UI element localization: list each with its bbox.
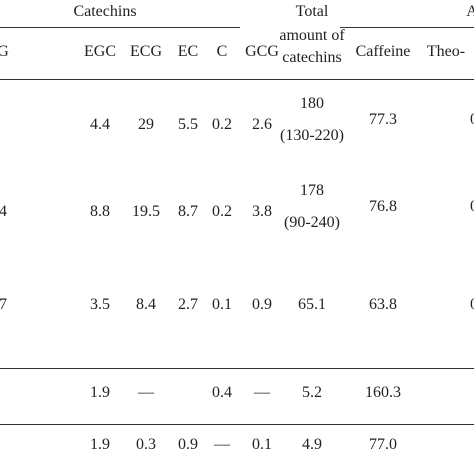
group-header: A: [466, 3, 474, 20]
cell: 0: [470, 296, 474, 313]
cell: 0.9: [252, 296, 272, 313]
cell: 0.4: [212, 384, 232, 401]
cell: 4: [0, 203, 7, 220]
column-header: EC: [177, 43, 199, 60]
rule: [340, 27, 474, 28]
cell: 77.0: [369, 436, 397, 453]
cell: 4.4: [90, 116, 110, 133]
cell: 0.3: [136, 436, 156, 453]
column-header: ECG: [130, 43, 162, 60]
rule: [0, 27, 240, 28]
cell: —: [138, 384, 154, 401]
cell: 29: [138, 116, 154, 133]
cell: 178: [300, 182, 324, 199]
rule: [0, 368, 474, 369]
column-header: EGC: [84, 43, 116, 60]
cell: 0.9: [178, 436, 198, 453]
cell: 8.4: [136, 296, 156, 313]
cell: 2.7: [178, 296, 198, 313]
rule: [0, 79, 474, 80]
cell: 63.8: [369, 296, 397, 313]
column-header: Theo-: [426, 43, 466, 60]
cell: 8.7: [178, 203, 198, 220]
cell: 0: [470, 111, 474, 128]
cell: 0.2: [212, 203, 232, 220]
column-header: G: [0, 43, 9, 60]
rule: [0, 424, 474, 425]
cell: 180: [300, 95, 324, 112]
cell: 8.8: [90, 203, 110, 220]
cell: 19.5: [132, 203, 160, 220]
cell: 4.9: [302, 436, 322, 453]
cell: 3.5: [90, 296, 110, 313]
cell: 3.8: [252, 203, 272, 220]
column-header: catechins: [282, 49, 342, 66]
column-header: amount of: [279, 27, 345, 44]
cell: 77.3: [369, 111, 397, 128]
cell: 65.1: [298, 296, 326, 313]
cell: (130-220): [280, 127, 344, 144]
cell: 0.2: [212, 116, 232, 133]
cell: 0: [470, 198, 474, 215]
cell: —: [254, 384, 270, 401]
column-header: C: [216, 43, 228, 60]
cell: 1.9: [90, 436, 110, 453]
cell: 0.1: [252, 436, 272, 453]
cell: 7: [0, 296, 7, 313]
cell: 2.6: [252, 116, 272, 133]
group-header: Catechins: [73, 3, 137, 20]
cell: 5.5: [178, 116, 198, 133]
cell: 160.3: [365, 384, 401, 401]
group-header: Total: [295, 3, 329, 20]
column-header: GCG: [245, 43, 279, 60]
cell: —: [214, 436, 230, 453]
cell: 76.8: [369, 198, 397, 215]
cell: 5.2: [302, 384, 322, 401]
cell: 0.1: [212, 296, 232, 313]
cell: (90-240): [284, 214, 340, 231]
cell: 1.9: [90, 384, 110, 401]
column-header: Caffeine: [355, 43, 411, 60]
